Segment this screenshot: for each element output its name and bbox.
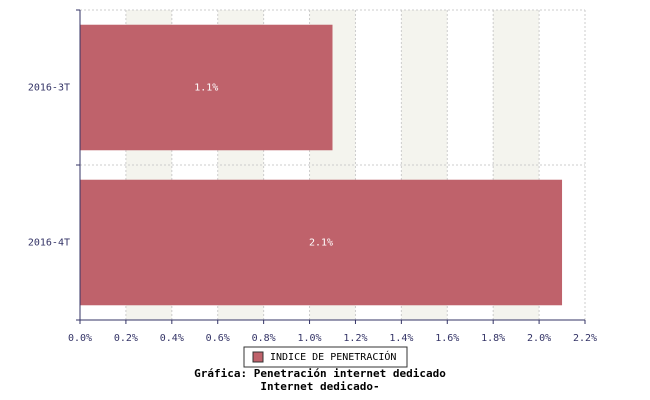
- x-tick-label: 0.0%: [68, 333, 92, 344]
- x-tick-label: 2.2%: [573, 333, 597, 344]
- x-tick-label: 1.0%: [297, 333, 321, 344]
- y-tick-label: 2016-3T: [28, 83, 70, 94]
- value-label: 1.1%: [194, 83, 218, 94]
- legend-swatch: [252, 351, 264, 363]
- x-tick-label: 1.2%: [343, 333, 367, 344]
- x-tick-label: 1.8%: [481, 333, 505, 344]
- y-tick-label: 2016-4T: [28, 238, 70, 249]
- chart-subtitle: Internet dedicado-: [260, 380, 379, 393]
- x-tick-label: 0.8%: [252, 333, 276, 344]
- legend-label: INDICE DE PENETRACIÓN: [270, 350, 396, 363]
- chart-title: Gráfica: Penetración internet dedicado: [194, 367, 446, 380]
- legend-box: [243, 346, 408, 368]
- bar: [80, 179, 563, 306]
- x-tick-label: 1.6%: [435, 333, 459, 344]
- x-tick-label: 0.2%: [114, 333, 138, 344]
- bar: [80, 24, 333, 151]
- x-tick-label: 2.0%: [527, 333, 551, 344]
- value-label: 2.1%: [309, 238, 333, 249]
- x-tick-label: 0.6%: [206, 333, 230, 344]
- x-tick-label: 0.4%: [160, 333, 184, 344]
- x-tick-label: 1.4%: [389, 333, 413, 344]
